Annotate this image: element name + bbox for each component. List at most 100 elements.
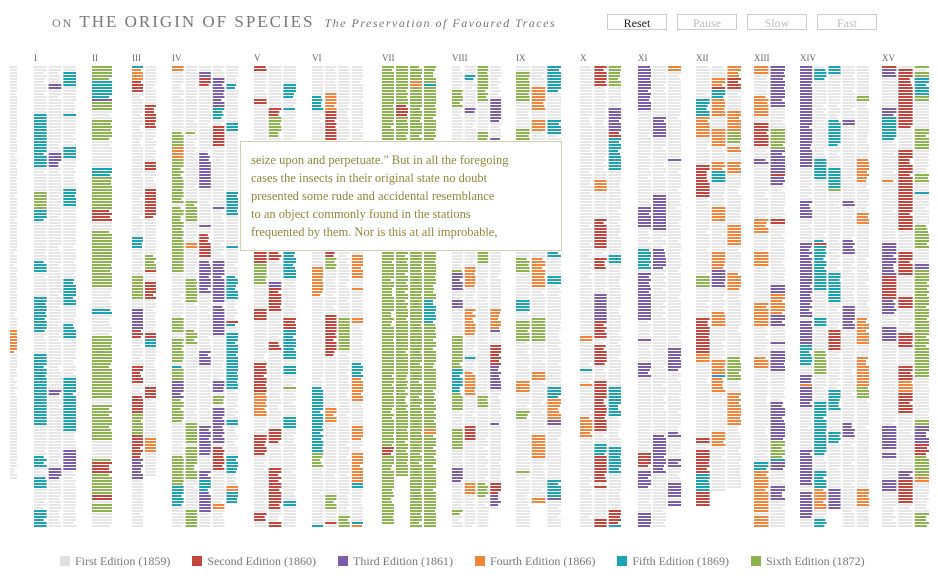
text-line: [185, 498, 198, 500]
text-line: [254, 444, 265, 446]
text-line: [547, 282, 561, 284]
text-line: [531, 111, 546, 113]
text-line: [608, 189, 621, 191]
text-line: [547, 135, 558, 137]
text-line: [608, 426, 621, 428]
text-line: [199, 279, 211, 281]
text-line: [312, 393, 324, 395]
text-line: [283, 525, 296, 527]
text-line: [10, 141, 17, 143]
text-line: [254, 276, 267, 278]
text-line: [547, 267, 560, 269]
text-line: [396, 462, 407, 464]
text-line: [608, 369, 621, 371]
text-line: [145, 318, 155, 320]
text-line: [199, 213, 211, 215]
text-line: [580, 333, 593, 335]
text-line: [212, 234, 225, 236]
text-line: [34, 315, 47, 317]
text-line: [608, 297, 621, 299]
text-line: [10, 468, 14, 470]
text-line: [452, 495, 463, 497]
text-line: [477, 267, 489, 269]
text-line: [132, 444, 143, 446]
text-line: [63, 498, 76, 500]
text-line: [283, 81, 296, 83]
text-line: [325, 387, 336, 389]
text-line: [382, 471, 394, 473]
text-line: [132, 462, 141, 464]
text-line: [464, 66, 476, 68]
text-line: [268, 264, 282, 266]
text-line: [547, 447, 560, 449]
text-line: [199, 141, 211, 143]
text-line: [312, 309, 324, 311]
text-line: [410, 342, 422, 344]
text-line: [34, 66, 47, 68]
text-line: [580, 513, 593, 515]
text-line: [145, 315, 155, 317]
text-line: [132, 363, 143, 365]
text-line: [268, 99, 280, 101]
text-line: [312, 444, 324, 446]
text-line: [132, 270, 143, 272]
text-line: [283, 264, 293, 266]
control-button[interactable]: Slow: [747, 14, 807, 30]
text-line: [172, 447, 184, 449]
text-line: [312, 297, 324, 299]
text-line: [477, 474, 489, 476]
text-line: [464, 381, 476, 383]
text-line: [268, 507, 281, 509]
text-line: [226, 498, 237, 500]
text-line: [516, 138, 530, 140]
text-line: [325, 321, 337, 323]
text-line: [464, 519, 476, 521]
text-line: [145, 189, 156, 191]
text-line: [580, 522, 593, 524]
text-line: [594, 177, 607, 179]
text-line: [580, 102, 593, 104]
text-line: [325, 492, 337, 494]
text-line: [594, 483, 606, 485]
text-line: [464, 444, 476, 446]
text-line: [92, 273, 112, 275]
text-line: [92, 417, 112, 419]
text-line: [464, 321, 474, 323]
text-line: [396, 108, 408, 110]
text-line: [34, 447, 47, 449]
text-line: [145, 342, 156, 344]
text-line: [185, 486, 195, 488]
text-line: [48, 219, 62, 221]
text-line: [490, 135, 501, 137]
text-line: [199, 396, 211, 398]
text-line: [132, 468, 141, 470]
text-line: [351, 366, 363, 368]
text-line: [172, 489, 184, 491]
text-line: [199, 474, 208, 476]
text-line: [212, 321, 225, 323]
control-button[interactable]: Fast: [817, 14, 877, 30]
text-line: [10, 447, 17, 449]
text-line: [48, 186, 62, 188]
text-line: [254, 519, 266, 521]
text-line: [424, 456, 434, 458]
text-line: [312, 96, 322, 98]
text-line: [325, 132, 337, 134]
text-line: [477, 333, 489, 335]
text-line: [226, 405, 238, 407]
text-line: [145, 90, 156, 92]
text-line: [594, 315, 607, 317]
text-line: [172, 177, 183, 179]
text-line: [34, 207, 47, 209]
text-line: [92, 219, 112, 221]
control-button[interactable]: Pause: [677, 14, 737, 30]
text-line: [325, 495, 337, 497]
text-line: [212, 105, 225, 107]
text-line: [594, 312, 607, 314]
text-line: [580, 219, 593, 221]
text-line: [338, 99, 350, 101]
control-button[interactable]: Reset: [607, 14, 667, 30]
text-line: [212, 258, 225, 260]
text-line: [10, 189, 17, 191]
text-line: [254, 81, 266, 83]
